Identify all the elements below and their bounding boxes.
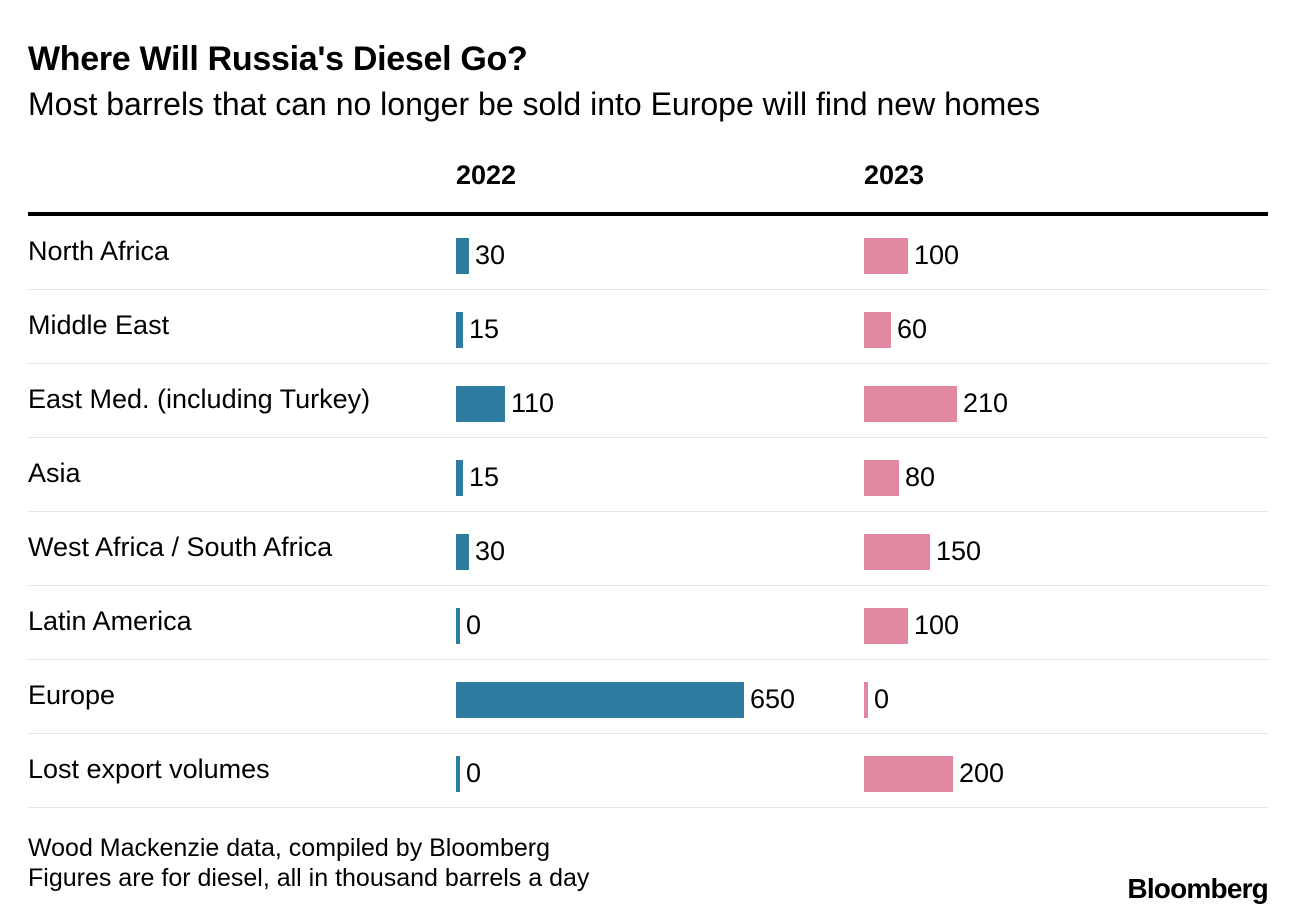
chart-row: East Med. (including Turkey) 110 210 [28,364,1268,438]
chart-title: Where Will Russia's Diesel Go? [28,40,528,78]
chart-row: Latin America 0 100 [28,586,1268,660]
value-label-2023: 200 [959,758,1005,788]
row-divider [28,511,1268,512]
bar-2023 [864,756,953,792]
bar-2022 [456,682,744,718]
chart-row: Asia 15 80 [28,438,1268,512]
source-line: Wood Mackenzie data, compiled by Bloombe… [28,834,551,862]
bar-2023 [864,386,957,422]
bar-2022 [456,386,505,422]
chart-row: West Africa / South Africa 30 150 [28,512,1268,586]
row-divider [28,733,1268,734]
bar-2022 [456,460,463,496]
row-divider [28,289,1268,290]
bar-2023 [864,682,868,718]
bar-2022 [456,238,469,274]
value-label-2023: 210 [963,388,1009,418]
category-label: Middle East [28,310,170,340]
bar-2022 [456,534,469,570]
bar-2023 [864,312,891,348]
value-label-2022: 110 [511,388,555,418]
chart-row: North Africa 30 100 [28,216,1268,290]
value-label-2023: 80 [905,462,936,492]
value-label-2022: 30 [475,240,506,270]
value-label-2022: 0 [466,610,482,640]
category-label: North Africa [28,236,170,266]
bar-2023 [864,238,908,274]
row-divider [28,659,1268,660]
bloomberg-logo: Bloomberg [1127,873,1268,904]
value-label-2023: 60 [897,314,928,344]
value-label-2022: 15 [469,314,500,344]
category-label: Europe [28,680,116,710]
value-label-2023: 0 [874,684,890,714]
bar-2023 [864,608,908,644]
chart-subtitle: Most barrels that can no longer be sold … [28,86,1041,122]
value-label-2023: 150 [936,536,982,566]
value-label-2022: 0 [466,758,482,788]
column-header-2022: 2022 [456,160,517,190]
bar-2022 [456,756,460,792]
value-label-2023: 100 [914,610,960,640]
category-label: West Africa / South Africa [28,532,333,562]
category-label: Latin America [28,606,192,636]
category-label: East Med. (including Turkey) [28,384,371,414]
row-divider [28,437,1268,438]
bar-2022 [456,608,460,644]
value-label-2023: 100 [914,240,960,270]
row-divider [28,363,1268,364]
column-header-2023: 2023 [864,160,925,190]
chart-row: Europe 650 0 [28,660,1268,734]
value-label-2022: 15 [469,462,500,492]
source-note: Wood Mackenzie data, compiled by Bloombe… [28,833,589,893]
bar-2023 [864,460,899,496]
category-label: Asia [28,458,81,488]
value-label-2022: 30 [475,536,506,566]
chart-row: Lost export volumes 0 200 [28,734,1268,808]
row-divider [28,585,1268,586]
chart-row: Middle East 15 60 [28,290,1268,364]
units-note: Figures are for diesel, all in thousand … [28,864,590,892]
header-rule [28,212,1268,216]
row-divider [28,807,1268,808]
value-label-2022: 650 [750,684,796,714]
category-label: Lost export volumes [28,754,270,784]
bar-2022 [456,312,463,348]
bar-2023 [864,534,930,570]
